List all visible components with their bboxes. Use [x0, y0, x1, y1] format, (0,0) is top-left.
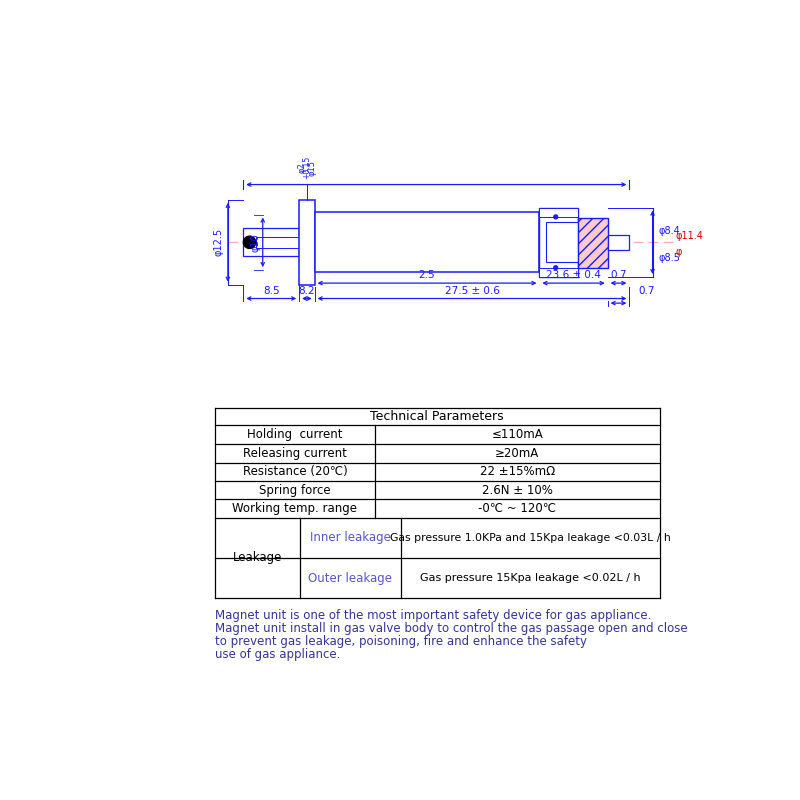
Text: 23.6 ± 0.4: 23.6 ± 0.4 [546, 270, 601, 281]
Text: 2.6N ± 10%: 2.6N ± 10% [482, 484, 553, 497]
Circle shape [554, 266, 558, 270]
Text: φ8.5: φ8.5 [658, 253, 681, 262]
Text: Spring force: Spring force [259, 484, 330, 497]
Text: Leakage: Leakage [233, 551, 282, 565]
Text: Gas pressure 1.0KPa and 15Kpa leakage <0.03L / h: Gas pressure 1.0KPa and 15Kpa leakage <0… [390, 533, 670, 543]
Text: Releasing current: Releasing current [243, 446, 347, 460]
Text: use of gas appliance.: use of gas appliance. [214, 648, 340, 661]
Text: 0.7: 0.7 [638, 286, 654, 296]
Bar [539, 208, 578, 277]
Text: φ12.5: φ12.5 [214, 228, 223, 256]
Text: φ2: φ2 [298, 162, 306, 173]
Text: φ10: φ10 [250, 233, 261, 252]
Text: +0.15: +0.15 [302, 156, 311, 179]
Bar [608, 234, 630, 250]
Bar [256, 237, 299, 248]
Text: Resistance (20℃): Resistance (20℃) [242, 466, 347, 478]
Text: ≤110mA: ≤110mA [491, 428, 543, 441]
Bar [539, 268, 578, 277]
Text: 8.5: 8.5 [263, 286, 279, 296]
Bar [539, 208, 578, 217]
Text: Magnet unit is one of the most important safety device for gas appliance.: Magnet unit is one of the most important… [214, 609, 651, 622]
Text: φ11.4: φ11.4 [676, 231, 704, 241]
Circle shape [554, 215, 558, 219]
Bar [314, 212, 539, 272]
Text: 2.5: 2.5 [418, 270, 435, 281]
Text: φ8.4: φ8.4 [658, 226, 681, 236]
Text: -0℃ ~ 120℃: -0℃ ~ 120℃ [478, 502, 556, 515]
Text: Technical Parameters: Technical Parameters [370, 410, 504, 423]
Text: 22 ±15%mΩ: 22 ±15%mΩ [480, 466, 555, 478]
Text: Magnet unit install in gas valve body to control the gas passage open and close: Magnet unit install in gas valve body to… [214, 622, 687, 635]
Text: Gas pressure 15Kpa leakage <0.02L / h: Gas pressure 15Kpa leakage <0.02L / h [420, 573, 641, 583]
Text: Inner leakage: Inner leakage [310, 531, 390, 545]
Bar [243, 229, 299, 256]
Text: φ: φ [676, 246, 682, 257]
Bar [546, 222, 578, 262]
Text: 8.2: 8.2 [298, 286, 315, 296]
Text: 27.5 ± 0.6: 27.5 ± 0.6 [445, 286, 499, 296]
Circle shape [243, 236, 256, 249]
Text: Outer leakage: Outer leakage [308, 571, 392, 585]
Text: 0.7: 0.7 [610, 270, 626, 281]
Bar [299, 200, 314, 285]
Text: Working temp. range: Working temp. range [233, 502, 358, 515]
Text: Holding  current: Holding current [247, 428, 342, 441]
Bar [578, 218, 608, 268]
Text: to prevent gas leakage, poisoning, fire and enhance the safety: to prevent gas leakage, poisoning, fire … [214, 635, 586, 648]
Text: φ15: φ15 [307, 160, 316, 176]
Text: ≥20mA: ≥20mA [495, 446, 539, 460]
